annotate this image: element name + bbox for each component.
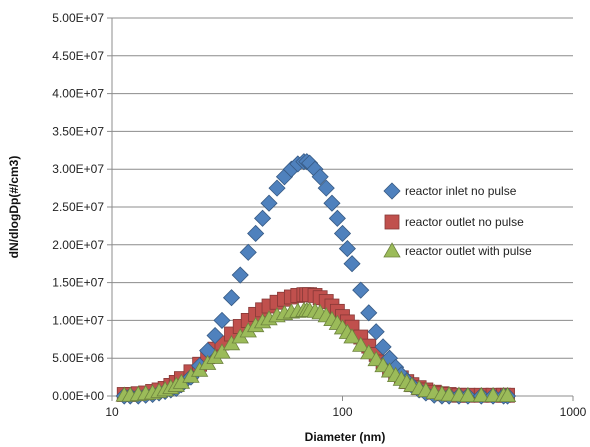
data-points: [115, 153, 517, 405]
data-point: [253, 209, 272, 227]
y-tick-label: 0.00E+00: [52, 389, 104, 403]
data-point: [459, 386, 477, 403]
legend-label: reactor inlet no pulse: [405, 184, 517, 198]
data-point: [213, 343, 231, 359]
legend-marker: [384, 214, 400, 230]
legend: reactor inlet no pulse reactor outlet no …: [383, 182, 532, 258]
data-point: [222, 289, 241, 307]
data-point: [484, 386, 502, 403]
legend-item: reactor outlet no pulse: [384, 214, 524, 230]
data-point: [268, 179, 286, 197]
data-point: [360, 304, 378, 322]
legend-label: reactor outlet no pulse: [405, 215, 524, 229]
y-tick-label: 3.00E+07: [52, 162, 104, 176]
y-tick-labels: 0.00E+00 5.00E+06 1.00E+07 1.50E+07 2.00E+07…: [52, 11, 104, 403]
y-tick-label: 3.50E+07: [52, 124, 104, 138]
data-point: [231, 266, 249, 284]
data-point: [213, 311, 231, 329]
y-tick-label: 5.00E+07: [52, 11, 104, 25]
y-tick-label: 4.50E+07: [52, 49, 104, 63]
data-point: [323, 194, 341, 212]
data-point: [360, 344, 378, 360]
data-point: [367, 323, 385, 341]
data-point: [352, 336, 370, 352]
x-tick-label: 10: [105, 405, 119, 419]
x-tick-label: 100: [332, 405, 352, 419]
data-point: [239, 243, 257, 261]
data-point: [317, 179, 335, 197]
y-tick-label: 2.00E+07: [52, 238, 104, 252]
y-tick-label: 4.00E+07: [52, 87, 104, 101]
y-axis-title: dN/dlogDp(#/cm3): [7, 156, 21, 259]
data-point: [352, 281, 370, 299]
series-reactor-outlet-with-pulse: [115, 301, 517, 403]
y-tick-label: 1.50E+07: [52, 276, 104, 290]
data-point: [333, 224, 352, 243]
data-point: [260, 194, 278, 212]
data-point: [328, 209, 346, 227]
data-point: [343, 328, 361, 344]
legend-label: reactor outlet with pulse: [405, 244, 532, 258]
data-point: [472, 386, 490, 403]
y-tick-label: 5.00E+06: [52, 351, 104, 365]
data-point: [206, 326, 224, 345]
y-tick-label: 2.50E+07: [52, 200, 104, 214]
legend-item: reactor inlet no pulse: [383, 182, 517, 200]
data-point: [311, 168, 329, 186]
data-point: [343, 255, 361, 273]
data-point: [247, 224, 265, 243]
legend-marker: [383, 242, 401, 258]
legend-marker: [383, 182, 401, 200]
data-point: [374, 338, 392, 356]
legend-item: reactor outlet with pulse: [383, 242, 532, 258]
x-tick-label: 1000: [560, 405, 587, 419]
data-point: [498, 386, 517, 403]
x-axis-title: Diameter (nm): [305, 430, 386, 444]
data-point: [338, 240, 356, 258]
y-tick-label: 1.00E+07: [52, 313, 104, 327]
x-tick-labels: 10 100 1000: [105, 405, 586, 419]
